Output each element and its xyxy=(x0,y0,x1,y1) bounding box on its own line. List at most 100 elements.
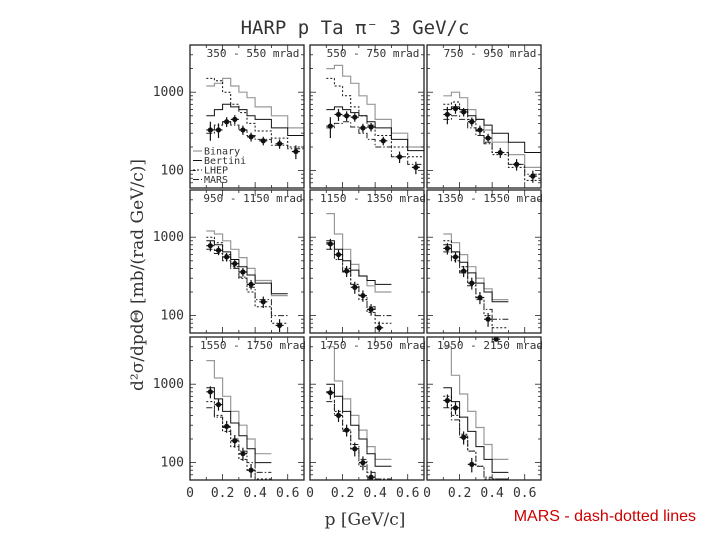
data-point xyxy=(469,461,475,467)
data-point xyxy=(461,434,467,440)
data-point xyxy=(224,423,230,429)
panel-9: 1950 - 2150 mrad 0 0.2 0.4 0.6 xyxy=(423,336,543,501)
data-point xyxy=(335,412,342,419)
model-line-mars xyxy=(326,121,424,165)
panel-label: 950 - 1150 mrad xyxy=(203,192,302,205)
model-line-binary xyxy=(206,230,288,297)
data-point xyxy=(360,125,366,131)
data-point xyxy=(260,299,266,305)
model-line-bertini xyxy=(443,106,541,153)
panel-label: 1550 - 1750 mrad xyxy=(200,339,306,352)
model-line-bertini xyxy=(326,383,392,467)
data-point xyxy=(452,405,459,411)
panel-8: 1750 - 1950 mrad 0 0.2 0.4 0.6 xyxy=(306,336,426,501)
legend-entry: LHEP xyxy=(204,166,228,177)
panel-label: 550 - 750 mrad xyxy=(327,47,420,60)
data-point xyxy=(224,254,230,260)
panel-2: 550 - 750 mrad xyxy=(309,44,425,189)
data-point xyxy=(293,148,299,155)
data-point xyxy=(360,460,366,466)
model-line-lhep xyxy=(206,77,304,148)
x-tick-label: 0 xyxy=(423,486,431,501)
model-line-mars xyxy=(443,115,541,175)
panel-label: 1150 - 1350 mrad xyxy=(320,192,426,205)
data-point xyxy=(469,119,475,125)
panel-frame xyxy=(309,44,425,189)
model-line-lhep xyxy=(443,101,541,181)
data-point xyxy=(232,116,238,122)
data-point xyxy=(413,164,419,170)
model-line-binary xyxy=(326,64,424,148)
data-point xyxy=(368,474,374,480)
x-tick-label: 0 xyxy=(186,486,194,501)
panel-5: 1150 - 1350 mrad xyxy=(309,189,426,334)
data-point xyxy=(368,124,374,130)
data-point xyxy=(248,281,254,288)
panel-frame xyxy=(189,189,305,334)
data-point xyxy=(240,269,246,275)
model-line-mars xyxy=(326,248,392,317)
x-tick-label: 0.2 xyxy=(331,486,354,501)
model-line-binary xyxy=(206,360,272,455)
model-line-binary xyxy=(443,346,509,460)
data-point xyxy=(276,322,283,329)
data-point xyxy=(207,389,213,395)
x-tick-label: 0.2 xyxy=(448,486,471,501)
model-line-bertini xyxy=(326,106,424,152)
model-line-bertini xyxy=(206,240,288,295)
data-point xyxy=(232,438,238,444)
x-tick-label: 0 xyxy=(306,486,314,501)
model-line-bertini xyxy=(326,240,392,285)
panel-frame xyxy=(426,336,542,481)
legend-entry: MARS xyxy=(204,175,228,186)
data-point xyxy=(493,336,499,342)
panel-4: 950 - 1150 mrad 1000 100 xyxy=(153,189,305,334)
y-axis-label: d²σ/dpdΘ [mb/(rad GeV/c)] xyxy=(128,159,148,391)
data-point xyxy=(497,149,503,156)
panel-1: 350 - 550 mrad 1000 100 BinaryBertiniLHEPMA… xyxy=(153,44,305,189)
y-tick-label: 1000 xyxy=(153,85,184,100)
data-point xyxy=(224,119,230,125)
data-point xyxy=(376,325,382,331)
panel-3: 750 - 950 mrad xyxy=(426,44,542,189)
x-tick-label: 0.4 xyxy=(243,486,267,501)
model-line-binary xyxy=(443,233,509,301)
data-point xyxy=(240,451,246,457)
caption-text: MARS - dash-dotted lines xyxy=(513,508,696,525)
data-point xyxy=(444,111,450,118)
data-point xyxy=(461,109,467,115)
data-point xyxy=(485,316,491,322)
data-point xyxy=(344,113,350,119)
panels-layer: 350 - 550 mrad1000100BinaryBertiniLHEPMA… xyxy=(153,44,543,501)
x-tick-label: 0.2 xyxy=(211,486,234,501)
chart-title: HARP p Ta π⁻ 3 GeV/c xyxy=(241,17,470,39)
data-point xyxy=(248,134,254,140)
x-tick-label: 0.6 xyxy=(396,486,419,501)
x-tick-label: 0.6 xyxy=(276,486,299,501)
data-point xyxy=(477,127,483,133)
panel-6: 1350 - 1550 mrad xyxy=(426,189,543,342)
data-point xyxy=(327,123,333,129)
model-line-mars xyxy=(206,121,304,150)
y-tick-label: 100 xyxy=(161,456,184,471)
data-point xyxy=(444,397,450,404)
data-point xyxy=(444,245,450,251)
model-line-mars xyxy=(443,251,509,320)
model-line-bertini xyxy=(443,387,509,473)
data-point xyxy=(276,141,283,147)
model-line-bertini xyxy=(206,387,272,464)
panel-frame xyxy=(309,189,425,334)
panel-label: 1950 - 2150 mrad xyxy=(437,339,543,352)
data-point xyxy=(335,111,342,118)
data-point xyxy=(452,254,459,260)
y-tick-label: 100 xyxy=(161,164,184,179)
data-point xyxy=(368,306,374,312)
data-point xyxy=(335,251,342,258)
x-tick-label: 0.4 xyxy=(480,486,504,501)
legend-entry: Bertini xyxy=(204,156,246,167)
x-tick-label: 0.6 xyxy=(513,486,536,501)
data-point xyxy=(396,154,403,160)
panel-frame xyxy=(189,336,305,481)
data-point xyxy=(207,243,213,249)
